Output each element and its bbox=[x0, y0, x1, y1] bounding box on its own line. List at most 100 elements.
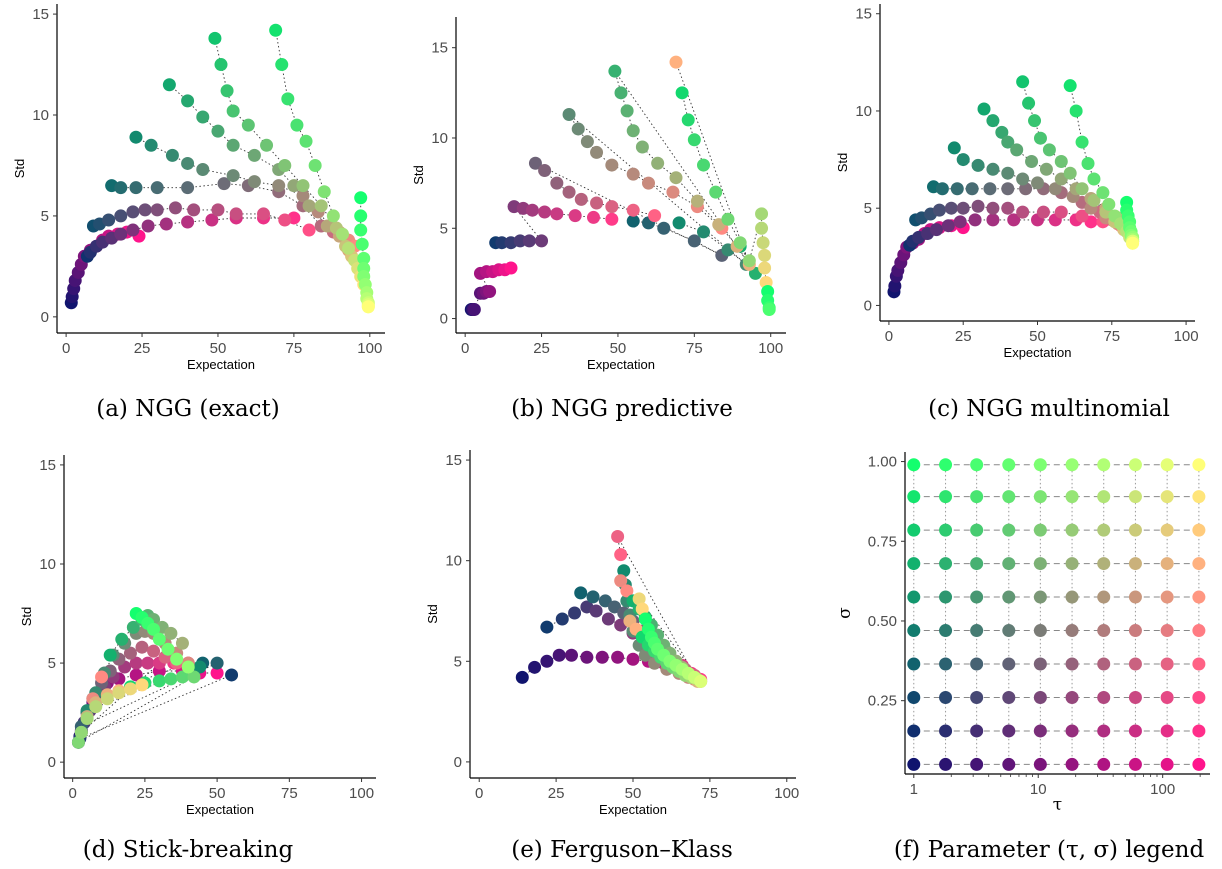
data-point bbox=[669, 171, 683, 185]
data-point bbox=[986, 114, 1000, 128]
data-point bbox=[208, 31, 222, 45]
y-tick-label: 5 bbox=[440, 220, 448, 237]
data-point bbox=[956, 153, 970, 167]
data-point bbox=[112, 686, 126, 700]
data-point bbox=[129, 181, 143, 195]
data-point bbox=[590, 196, 604, 210]
data-point bbox=[986, 213, 1000, 227]
data-point bbox=[1001, 135, 1015, 149]
data-point bbox=[269, 23, 283, 37]
data-point bbox=[168, 201, 182, 215]
y-tick-label: 0 bbox=[48, 754, 56, 771]
data-point bbox=[574, 192, 588, 206]
data-point bbox=[568, 209, 582, 223]
legend-point bbox=[1065, 557, 1079, 571]
y-tick-label: 15 bbox=[431, 40, 448, 57]
legend-point bbox=[1128, 657, 1142, 671]
legend-point bbox=[907, 490, 921, 504]
data-point bbox=[247, 148, 261, 162]
data-point bbox=[587, 210, 600, 224]
legend-point bbox=[1033, 657, 1047, 671]
x-tick-label: 25 bbox=[548, 785, 565, 802]
chart-panel-4: 0 25 50 75 100 0 5 10 15 Expectation Std (d) Stick-… bbox=[19, 455, 376, 863]
data-point bbox=[608, 600, 622, 614]
data-point bbox=[196, 110, 210, 124]
x-tick-label: 0 bbox=[62, 340, 70, 357]
data-point bbox=[697, 158, 710, 172]
x-tick-label: 100 bbox=[1150, 781, 1175, 798]
data-point bbox=[540, 654, 554, 668]
data-point bbox=[1039, 162, 1053, 176]
data-point bbox=[589, 604, 603, 618]
panel-caption: (e) Ferguson–Klass bbox=[511, 837, 733, 863]
data-point bbox=[605, 158, 619, 172]
data-point bbox=[278, 213, 292, 227]
legend-point bbox=[1128, 490, 1142, 504]
data-point bbox=[296, 189, 310, 203]
data-point bbox=[1054, 155, 1068, 169]
x-tick-label: 75 bbox=[702, 785, 719, 802]
legend-point bbox=[970, 557, 984, 571]
y-axis-label: Std bbox=[425, 604, 440, 624]
x-tick-label: 25 bbox=[955, 328, 972, 345]
legend-point bbox=[1097, 557, 1111, 571]
legend-point bbox=[1033, 490, 1047, 504]
data-point bbox=[540, 620, 554, 634]
data-point bbox=[342, 241, 356, 255]
data-point bbox=[1001, 166, 1015, 180]
legend-point bbox=[1033, 590, 1047, 604]
data-point bbox=[1054, 205, 1068, 219]
x-axis-label: Expectation bbox=[186, 802, 254, 817]
data-point bbox=[211, 124, 225, 138]
data-point bbox=[666, 185, 680, 199]
data-point bbox=[126, 205, 140, 219]
data-point bbox=[95, 670, 109, 684]
data-point bbox=[114, 227, 128, 241]
data-point bbox=[1022, 96, 1036, 110]
x-tick-label: 50 bbox=[209, 785, 226, 802]
data-point bbox=[102, 213, 116, 227]
panel-caption: (d) Stick-breaking bbox=[83, 837, 294, 863]
data-point bbox=[626, 652, 640, 666]
data-point bbox=[1081, 156, 1095, 170]
data-point bbox=[150, 203, 164, 217]
chart-panel-1: 0 25 50 75 100 0 5 10 15 Expectation Std (a) NGG (e… bbox=[12, 4, 385, 422]
legend-point bbox=[1128, 624, 1142, 638]
data-point bbox=[638, 612, 652, 626]
data-point bbox=[1075, 182, 1089, 196]
data-point bbox=[138, 203, 152, 217]
data-point bbox=[161, 642, 175, 656]
legend-point bbox=[1160, 657, 1174, 671]
y-tick-label: 0 bbox=[41, 309, 49, 326]
x-tick-label: 50 bbox=[610, 340, 627, 357]
data-point bbox=[941, 219, 955, 233]
y-axis-label: Std bbox=[411, 165, 426, 185]
data-point bbox=[608, 64, 622, 78]
legend-point bbox=[1097, 724, 1111, 738]
data-point bbox=[165, 148, 179, 162]
y-tick-label: 5 bbox=[48, 655, 56, 672]
legend-point bbox=[1160, 724, 1174, 738]
y-tick-label: 15 bbox=[39, 457, 56, 474]
data-point bbox=[586, 590, 600, 604]
data-point bbox=[950, 182, 964, 196]
x-axis-label: Expectation bbox=[1004, 345, 1072, 360]
legend-point bbox=[1192, 757, 1206, 771]
data-point bbox=[1096, 186, 1110, 200]
legend-point bbox=[1033, 458, 1047, 472]
data-point bbox=[1069, 104, 1083, 118]
data-point bbox=[181, 215, 195, 229]
data-point bbox=[100, 692, 114, 706]
data-point bbox=[1001, 201, 1015, 215]
legend-point bbox=[907, 590, 921, 604]
legend-point bbox=[939, 724, 953, 738]
data-point bbox=[562, 108, 576, 122]
x-tick-label: 100 bbox=[1174, 328, 1199, 345]
legend-point bbox=[1002, 557, 1016, 571]
data-point bbox=[114, 209, 128, 223]
y-tick-label: 0 bbox=[454, 754, 462, 771]
legend-point bbox=[939, 757, 953, 771]
legend-point bbox=[970, 690, 984, 704]
legend-point bbox=[1065, 590, 1079, 604]
legend-point bbox=[1033, 690, 1047, 704]
